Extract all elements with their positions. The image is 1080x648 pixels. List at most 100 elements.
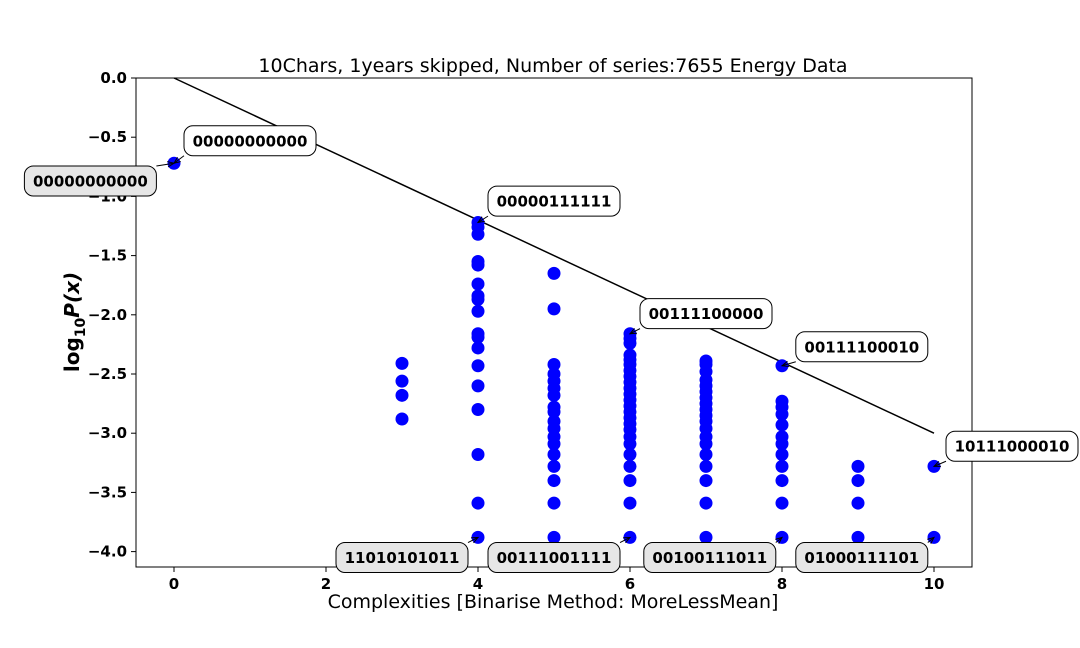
- data-point: [699, 459, 713, 473]
- y-axis-label-base: log: [60, 337, 84, 372]
- data-point: [471, 227, 485, 241]
- data-point: [623, 474, 637, 488]
- data-point: [471, 341, 485, 355]
- data-point: [699, 530, 713, 544]
- annotation-label: 11010101011: [345, 549, 460, 567]
- data-point: [395, 356, 409, 370]
- annotation-box: [487, 542, 621, 574]
- data-point: [775, 407, 789, 421]
- y-tick-label: −4.0: [88, 543, 127, 561]
- data-point: [699, 437, 713, 451]
- annotation-arrow: [927, 537, 935, 543]
- data-point: [699, 474, 713, 488]
- x-axis-label: Complexities [Binarise Method: MoreLessM…: [328, 591, 779, 613]
- data-point: [547, 459, 561, 473]
- data-point: [775, 418, 789, 432]
- data-point: [775, 496, 789, 510]
- annotation-arrowhead: [775, 536, 783, 544]
- annotation-arrowhead: [932, 460, 942, 467]
- annotation-label: 01000111101: [804, 549, 919, 567]
- annotation: 00111001111: [487, 536, 632, 574]
- annotation-arrow: [775, 537, 783, 543]
- annotation: 00111100000: [628, 298, 773, 335]
- data-point: [623, 496, 637, 510]
- annotation: 10111000010: [932, 430, 1079, 467]
- y-tick-label: −2.0: [88, 306, 127, 324]
- annotation-arrowhead: [167, 161, 176, 168]
- data-point: [547, 448, 561, 462]
- annotation: 00111100010: [780, 331, 929, 368]
- annotation-box: [643, 542, 777, 574]
- annotation-arrow: [477, 215, 489, 223]
- data-point: [851, 459, 865, 473]
- y-tick-label: −2.5: [88, 365, 127, 383]
- data-point: [471, 496, 485, 510]
- data-point: [775, 459, 789, 473]
- annotation: 01000111101: [795, 536, 935, 574]
- annotation-box: [335, 542, 469, 574]
- annotation-arrowhead: [927, 536, 935, 544]
- data-point: [547, 266, 561, 280]
- annotation-label: 00111100000: [649, 305, 764, 323]
- y-tick-label: −3.5: [88, 483, 127, 501]
- x-tick-label: 10: [924, 575, 945, 593]
- data-point: [547, 437, 561, 451]
- annotation-box: [183, 125, 317, 157]
- x-tick-label: 8: [777, 575, 787, 593]
- data-point: [471, 292, 485, 306]
- annotation: 11010101011: [335, 536, 480, 574]
- x-tick-label: 6: [625, 575, 635, 593]
- annotation-arrow: [933, 460, 947, 467]
- data-point: [623, 437, 637, 451]
- data-point: [471, 379, 485, 393]
- annotation-arrowhead: [780, 360, 790, 368]
- x-tick-label: 0: [169, 575, 179, 593]
- data-point: [851, 530, 865, 544]
- data-point: [623, 459, 637, 473]
- annotation-box: [487, 185, 621, 217]
- annotation-label: 10111000010: [955, 438, 1070, 456]
- annotation: 00000000000: [23, 161, 176, 197]
- y-tick-label: −3.0: [88, 424, 127, 442]
- data-point: [775, 474, 789, 488]
- data-point: [547, 496, 561, 510]
- data-point: [851, 496, 865, 510]
- data-point: [547, 388, 561, 402]
- data-point: [547, 358, 561, 372]
- annotation-box: [639, 298, 773, 330]
- data-point: [471, 277, 485, 291]
- annotation: 00000000000: [172, 125, 317, 165]
- annotation-arrow: [173, 155, 185, 164]
- x-tick-label: 2: [321, 575, 331, 593]
- data-point: [699, 496, 713, 510]
- data-point: [471, 304, 485, 318]
- annotation-label: 00111100010: [804, 338, 919, 356]
- data-point: [775, 448, 789, 462]
- annotation-arrow: [467, 536, 479, 543]
- data-point: [775, 437, 789, 451]
- data-point: [699, 448, 713, 462]
- x-tick-label: 4: [473, 575, 483, 593]
- annotations: 00000000000 00000000000 00000111111 0011110…: [23, 125, 1079, 574]
- data-point: [395, 374, 409, 388]
- annotation-arrow: [629, 328, 641, 335]
- data-point: [471, 330, 485, 344]
- data-markers: [167, 156, 941, 544]
- data-point: [547, 405, 561, 419]
- annotation-box: [23, 165, 157, 197]
- annotation-arrowhead: [470, 536, 480, 544]
- data-point: [471, 403, 485, 417]
- annotation-box: [795, 331, 929, 363]
- data-point: [623, 448, 637, 462]
- annotation-label: 00100111011: [652, 549, 767, 567]
- annotation-arrowhead: [628, 328, 638, 335]
- annotation-label: 00111001111: [497, 549, 612, 567]
- annotation-label: 00000000000: [193, 132, 308, 150]
- y-tick-label: −1.5: [88, 247, 127, 265]
- annotation-label: 00000000000: [33, 173, 148, 191]
- annotation-arrow: [781, 361, 796, 367]
- data-point: [547, 302, 561, 316]
- annotation: 00000111111: [476, 185, 621, 224]
- data-point: [471, 359, 485, 373]
